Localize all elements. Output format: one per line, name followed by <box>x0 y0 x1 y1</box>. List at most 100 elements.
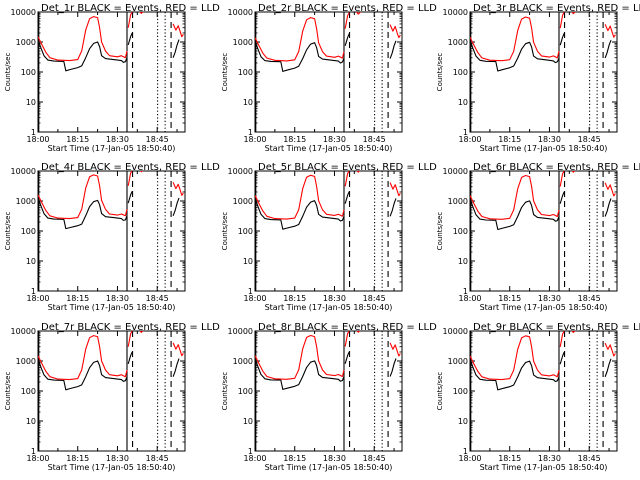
plot-frame <box>254 330 403 452</box>
series-line-lld <box>355 12 362 15</box>
x-tick-label: 18:00 <box>26 294 49 303</box>
series-line-events <box>559 33 565 46</box>
series-line-events <box>344 191 350 204</box>
detector-panel-9: Det_9r BLACK = Events, RED = LLD 1 10 100 10… <box>436 322 640 472</box>
y-tick-label: 100 <box>238 68 253 77</box>
series-line-lld <box>255 334 345 380</box>
y-axis-label: Counts/sec <box>4 372 12 411</box>
series-group <box>255 331 401 390</box>
x-tick-label: 18:00 <box>458 294 481 303</box>
plot-frame <box>37 330 186 452</box>
series-line-lld <box>255 17 345 62</box>
panel-title: Det_5r BLACK = Events, RED = LLD <box>258 162 437 173</box>
x-axis-label: Start Time (17-Jan-05 18:50:40) <box>480 144 608 153</box>
y-tick-label: 100 <box>453 387 468 396</box>
x-tick-label: 18:45 <box>146 294 169 303</box>
y-tick-label: 1 <box>463 128 468 137</box>
series-line-events <box>255 358 345 390</box>
x-tick-label: 18:45 <box>578 294 601 303</box>
series-line-events <box>127 191 133 204</box>
series-line-lld <box>571 171 576 173</box>
x-tick-label: 18:15 <box>498 454 521 463</box>
series-line-events <box>559 351 565 365</box>
detector-panel-4: Det_4r BLACK = Events, RED = LLD 1 10 100 10… <box>4 162 220 312</box>
series-line-events <box>470 198 560 231</box>
series-line-lld <box>604 342 616 357</box>
x-axis-label: Start Time (17-Jan-05 18:50:40) <box>48 463 176 472</box>
y-axis-label: Counts/sec <box>4 212 12 251</box>
panel-title: Det_8r BLACK = Events, RED = LLD <box>258 322 437 333</box>
series-line-lld <box>172 23 184 38</box>
series-line-lld <box>571 12 576 15</box>
x-tick-label: 18:45 <box>363 294 386 303</box>
y-tick-label: 100 <box>21 387 36 396</box>
y-axis-label: Counts/sec <box>221 212 229 251</box>
series-line-events <box>38 358 128 391</box>
series-line-lld <box>559 12 565 29</box>
x-tick-label: 18:45 <box>363 135 386 144</box>
y-axis-label: Counts/sec <box>4 53 12 92</box>
series-line-lld <box>559 331 565 348</box>
series-line-events <box>470 40 560 72</box>
series-line-lld <box>470 335 560 381</box>
detector-panel-7: Det_7r BLACK = Events, RED = LLD 1 10 100 10… <box>4 322 220 472</box>
y-tick-label: 1 <box>463 447 468 456</box>
series-line-lld <box>139 171 143 173</box>
x-tick-label: 18:30 <box>538 135 561 144</box>
y-tick-label: 1000 <box>233 357 253 366</box>
y-tick-label: 10 <box>26 257 36 266</box>
series-line-events <box>604 198 612 217</box>
series-group <box>38 12 184 72</box>
panel-title: Det_4r BLACK = Events, RED = LLD <box>41 162 220 173</box>
series-line-events <box>389 198 397 217</box>
x-axis-label: Start Time (17-Jan-05 18:50:40) <box>265 144 393 153</box>
series-line-events <box>38 39 128 72</box>
series-line-lld <box>38 174 128 220</box>
y-tick-label: 1000 <box>16 197 36 206</box>
x-tick-label: 18:30 <box>538 454 561 463</box>
series-line-lld <box>38 16 128 62</box>
series-group <box>470 331 616 391</box>
series-group <box>38 171 184 230</box>
y-tick-label: 10000 <box>443 167 468 176</box>
series-line-lld <box>172 342 184 357</box>
plot-frame <box>254 11 403 133</box>
x-tick-label: 18:45 <box>578 135 601 144</box>
series-group <box>38 331 184 391</box>
y-tick-label: 100 <box>21 68 36 77</box>
y-tick-label: 1 <box>31 447 36 456</box>
x-axis-label: Start Time (17-Jan-05 18:50:40) <box>48 303 176 312</box>
x-tick-label: 18:30 <box>323 294 346 303</box>
y-tick-label: 100 <box>21 227 36 236</box>
y-tick-label: 10 <box>26 417 36 426</box>
plot-frame <box>469 170 618 292</box>
series-group <box>470 171 616 231</box>
y-tick-label: 10 <box>458 98 468 107</box>
x-tick-label: 18:00 <box>243 135 266 144</box>
detector-panel-5: Det_5r BLACK = Events, RED = LLD 1 10 100 10… <box>221 162 437 312</box>
y-tick-label: 1000 <box>448 38 468 47</box>
series-line-events <box>389 40 397 59</box>
x-tick-label: 18:45 <box>578 454 601 463</box>
series-line-lld <box>356 331 361 333</box>
panel-title: Det_1r BLACK = Events, RED = LLD <box>41 3 220 14</box>
y-tick-label: 100 <box>238 227 253 236</box>
series-line-lld <box>344 12 350 29</box>
y-tick-label: 1000 <box>448 197 468 206</box>
series-line-events <box>255 40 345 72</box>
y-tick-label: 10000 <box>443 8 468 17</box>
plot-frame <box>469 330 618 452</box>
series-line-lld <box>127 12 133 28</box>
y-tick-label: 1000 <box>233 197 253 206</box>
series-group <box>470 12 616 72</box>
x-tick-label: 18:00 <box>458 454 481 463</box>
detector-panel-1: Det_1r BLACK = Events, RED = LLD 1 10 100 10… <box>4 3 220 153</box>
y-tick-label: 10 <box>243 257 253 266</box>
series-line-lld <box>356 171 361 173</box>
series-line-events <box>344 33 350 46</box>
y-tick-label: 10 <box>26 98 36 107</box>
series-line-lld <box>127 171 133 186</box>
x-tick-label: 18:15 <box>283 454 306 463</box>
y-tick-label: 10 <box>458 417 468 426</box>
series-line-events <box>389 358 397 377</box>
